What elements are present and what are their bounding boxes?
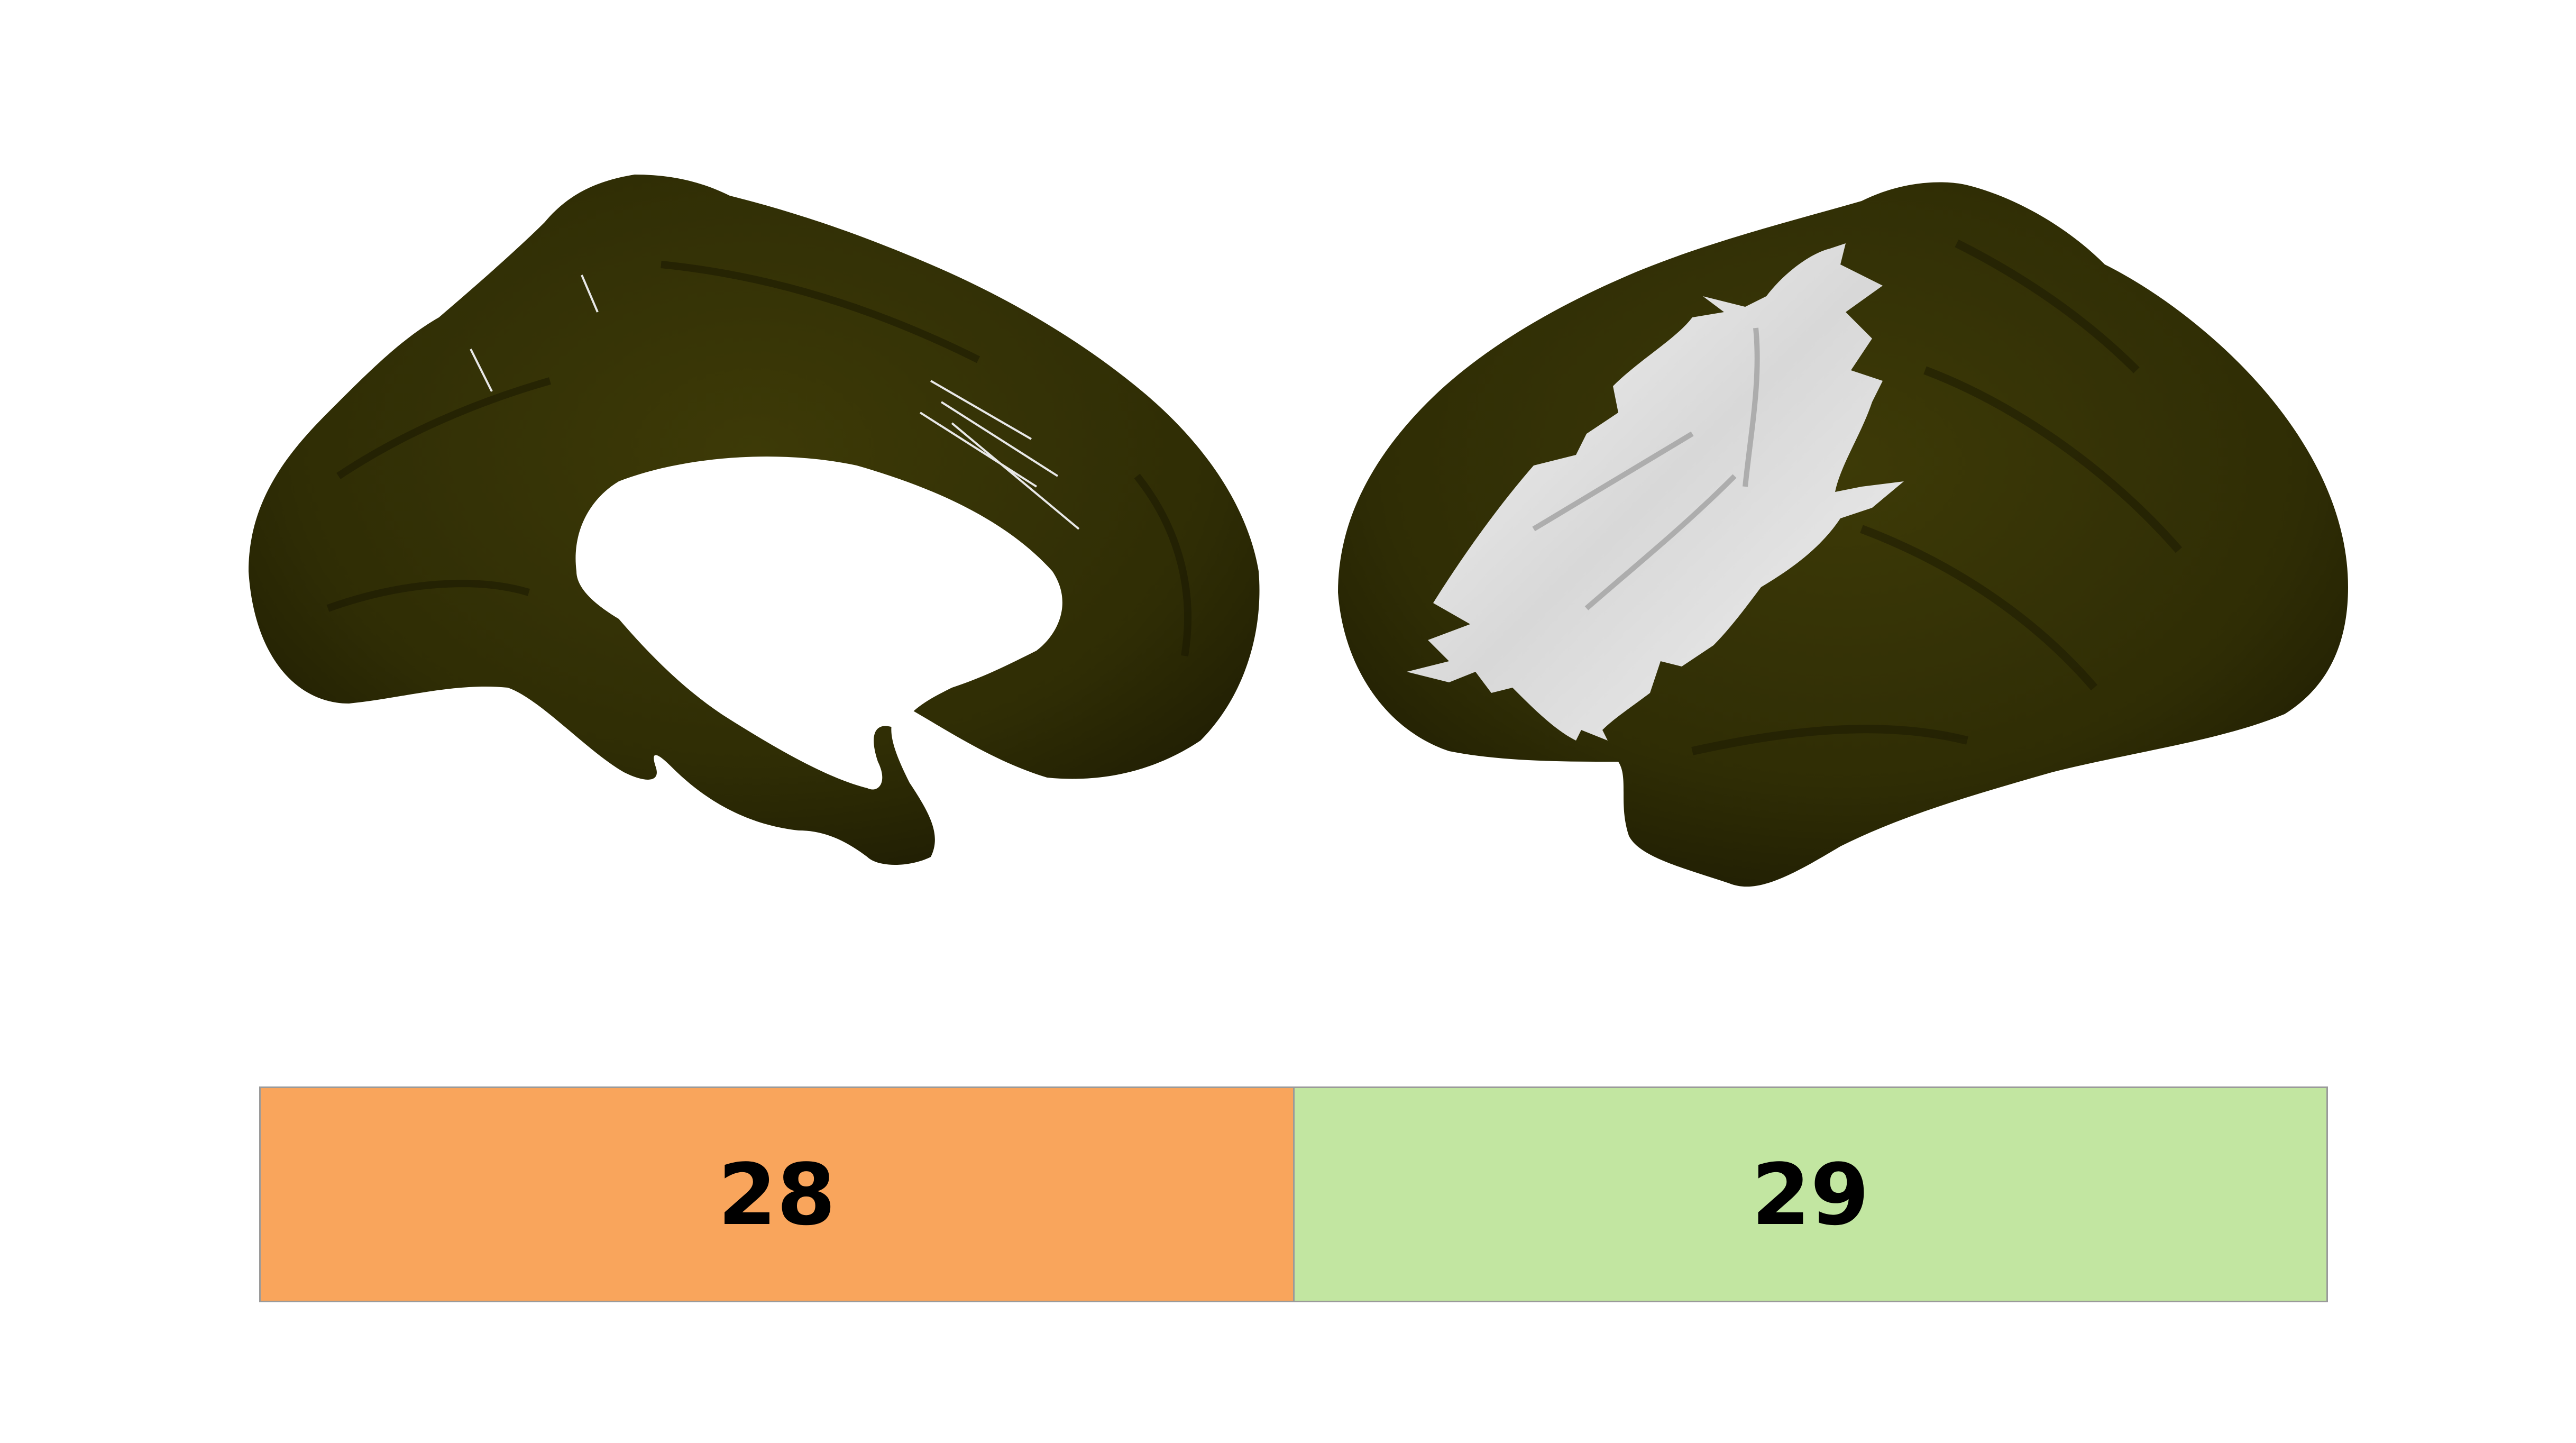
medial-hemisphere: [249, 175, 1260, 865]
medial-streaks: [470, 275, 1080, 530]
lateral-highlight-folds: [1532, 327, 1760, 610]
medial-sulci: [326, 261, 1191, 657]
label-cell-right: 29: [1292, 1088, 2326, 1301]
lateral-highlight-region[interactable]: [1407, 243, 1904, 741]
lateral-sulci: [1691, 239, 2183, 755]
lateral-hemisphere: [1338, 182, 2348, 887]
medial-wall-opening: [575, 456, 1062, 790]
label-cell-left: 28: [261, 1088, 1293, 1301]
brain-surface-figure: [249, 175, 2348, 887]
label-strip: 28 29: [259, 1086, 2328, 1302]
